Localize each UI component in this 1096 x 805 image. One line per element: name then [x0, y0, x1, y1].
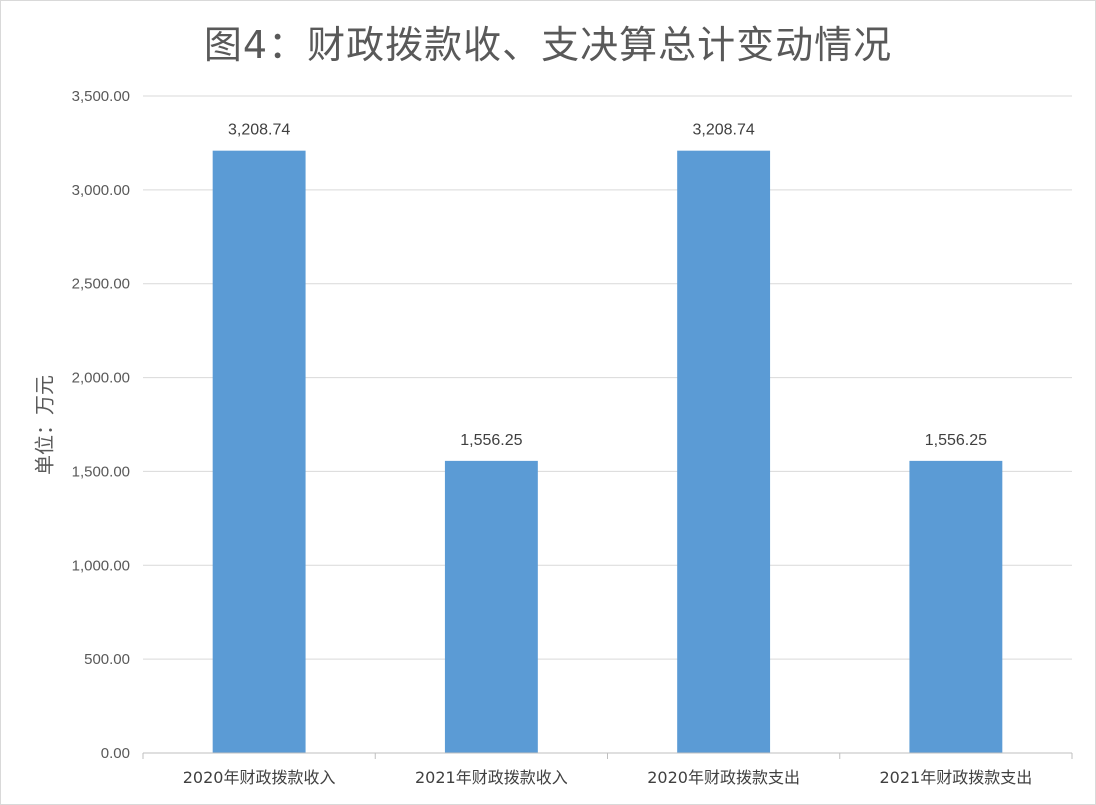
data-labels: 3,208.74 1,556.25 3,208.74 1,556.25: [228, 122, 987, 449]
y-tick-label: 500.00: [84, 651, 130, 668]
x-axis: 2020年财政拨款收入 2021年财政拨款收入 2020年财政拨款支出 2021年财政…: [142, 752, 1073, 787]
bar: [212, 150, 306, 754]
y-tick-label: 0.00: [101, 745, 130, 762]
x-category-label: 2021年财政拨款收入: [415, 768, 568, 787]
bars: [212, 150, 1003, 754]
bar: [677, 150, 771, 754]
x-category-label: 2021年财政拨款支出: [880, 768, 1033, 787]
y-tick-label: 3,000.00: [72, 182, 130, 199]
data-label: 3,208.74: [228, 122, 290, 139]
chart-title: 图4：财政拨款收、支决算总计变动情况: [203, 23, 893, 67]
data-label: 3,208.74: [692, 122, 754, 139]
data-label: 1,556.25: [925, 432, 987, 449]
y-tick-label: 2,000.00: [72, 370, 130, 387]
y-tick-label: 1,000.00: [72, 557, 130, 574]
y-tick-label: 1,500.00: [72, 463, 130, 480]
y-tick-label: 2,500.00: [72, 276, 130, 293]
x-category-label: 2020年财政拨款支出: [647, 768, 800, 787]
y-tick-label: 3,500.00: [72, 88, 130, 105]
y-axis-ticks: 0.00 500.00 1,000.00 1,500.00 2,000.00 2,500.…: [72, 88, 130, 762]
bar: [909, 460, 1003, 753]
bar: [444, 460, 538, 753]
data-label: 1,556.25: [460, 432, 522, 449]
x-category-label: 2020年财政拨款收入: [183, 768, 336, 787]
